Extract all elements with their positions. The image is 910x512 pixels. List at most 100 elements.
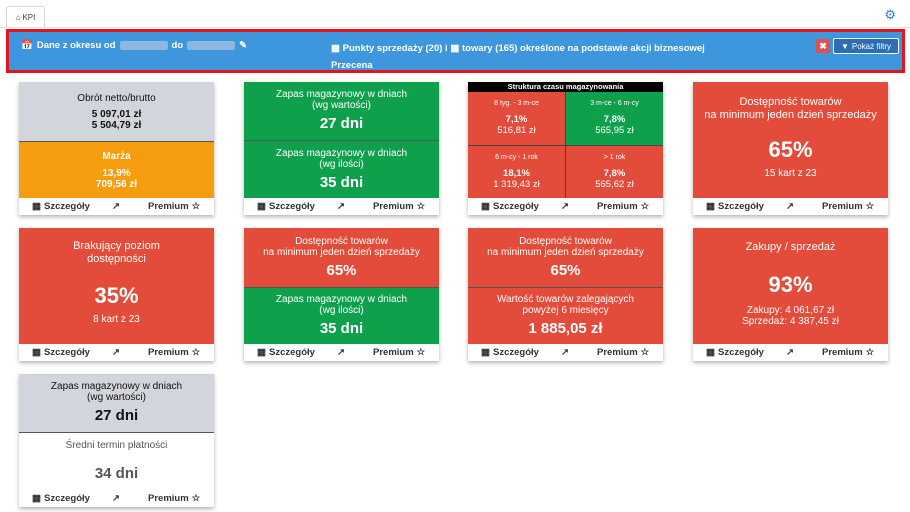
availability-value: 65% xyxy=(326,261,357,279)
stock-qty-panel: Zapas magazynowy w dniach (wg ilości) 35… xyxy=(244,141,439,198)
availability-title: Dostępność towarów xyxy=(519,235,612,247)
show-filters-button[interactable]: ▼ Pokaż filtry xyxy=(833,38,899,54)
sales-amount: Sprzedaż: 4 387,45 zł xyxy=(742,316,839,327)
availability-card: Dostępność towarów na minimum jeden dzie… xyxy=(693,82,888,215)
premium-link[interactable]: Premium ☆ xyxy=(822,347,874,358)
chart-icon[interactable]: ↗ xyxy=(561,201,569,212)
chart-icon[interactable]: ↗ xyxy=(561,347,569,358)
chart-icon[interactable]: ↗ xyxy=(786,201,794,212)
card-footer: ▦ Szczegóły ↗ Premium ☆ xyxy=(468,198,663,215)
chart-icon[interactable]: ↗ xyxy=(112,201,120,212)
old-goods-panel: Wartość towarów zalegających powyżej 6 m… xyxy=(468,288,663,344)
details-link[interactable]: ▦ Szczegóły xyxy=(481,347,539,358)
premium-link[interactable]: Premium ☆ xyxy=(148,493,200,504)
card-footer: ▦ Szczegóły ↗ Premium ☆ xyxy=(244,344,439,361)
premium-link[interactable]: Premium ☆ xyxy=(373,201,425,212)
availability-cards: 15 kart z 23 xyxy=(764,168,817,179)
details-label: Szczegóły xyxy=(492,201,539,212)
old-goods-value: 1 885,05 zł xyxy=(528,320,603,337)
stock-qty-subtitle: (wg ilości) xyxy=(319,158,364,170)
purchases-panel: Zakupy / sprzedaż 93% Zakupy: 4 061,67 z… xyxy=(693,228,888,344)
availability-value: 65% xyxy=(768,137,813,162)
turnover-panel: Obrót netto/brutto 5 097,01 zł 5 504,79 … xyxy=(19,82,214,141)
divider xyxy=(468,287,663,288)
stock-value-title: Zapas magazynowy w dniach xyxy=(275,89,408,100)
details-label: Szczegóły xyxy=(717,347,764,358)
premium-label: Premium xyxy=(597,201,638,212)
card-footer: ▦ Szczegóły ↗ Premium ☆ xyxy=(19,490,214,507)
premium-link[interactable]: Premium ☆ xyxy=(148,347,200,358)
tab-kpi[interactable]: ⌂ KPI xyxy=(6,6,45,27)
premium-link[interactable]: Premium ☆ xyxy=(597,201,649,212)
stock-qty-panel: Zapas magazynowy w dniach (wg ilości) 35… xyxy=(244,288,439,344)
availability-subtitle: na minimum jeden dzień sprzedaży xyxy=(487,246,644,258)
date-from-redacted xyxy=(119,41,168,50)
details-label: Szczegóły xyxy=(268,347,315,358)
premium-link[interactable]: Premium ☆ xyxy=(373,347,425,358)
divider xyxy=(19,432,214,433)
details-link[interactable]: ▦ Szczegóły xyxy=(32,347,90,358)
availability-title: Dostępność towarów xyxy=(295,235,388,247)
quadrant-label: > 1 rok xyxy=(603,154,626,161)
edit-period-icon[interactable]: ✎ xyxy=(239,40,248,51)
quadrant-pct: 18,1% xyxy=(503,168,530,179)
table-icon: ▦ xyxy=(257,347,266,358)
filter-icon: ▼ xyxy=(840,41,849,51)
availability-subtitle: na minimum jeden dzień sprzedaży xyxy=(704,109,877,121)
availability-stock-card: Dostępność towarów na minimum jeden dzie… xyxy=(244,228,439,361)
star-icon: ☆ xyxy=(416,201,426,212)
details-link[interactable]: ▦ Szczegóły xyxy=(257,201,315,212)
details-link[interactable]: ▦ Szczegóły xyxy=(706,347,764,358)
card-footer: ▦ Szczegóły ↗ Premium ☆ xyxy=(693,344,888,361)
stock-value-days: 27 dni xyxy=(319,115,364,132)
margin-title: Marża xyxy=(102,150,131,162)
goods-text: towary (165) określone na podstawie akcj… xyxy=(331,43,705,71)
structure-quadrant: > 1 rok 7,8% 565,62 zł xyxy=(566,146,663,199)
clear-filters-button[interactable]: ✖ xyxy=(816,39,830,53)
divider xyxy=(19,141,214,142)
premium-link[interactable]: Premium ☆ xyxy=(597,347,649,358)
premium-label: Premium xyxy=(148,347,189,358)
chart-icon[interactable]: ↗ xyxy=(337,201,345,212)
premium-link[interactable]: Premium ☆ xyxy=(148,201,200,212)
details-link[interactable]: ▦ Szczegóły xyxy=(32,493,90,504)
chart-icon[interactable]: ↗ xyxy=(786,347,794,358)
close-icon: ✖ xyxy=(819,40,827,51)
chart-icon[interactable]: ↗ xyxy=(337,347,345,358)
margin-value: 709,56 zł xyxy=(95,178,138,190)
missing-subtitle: dostępności xyxy=(87,253,146,265)
structure-title: Struktura czasu magazynowania xyxy=(468,82,663,92)
availability-value: 65% xyxy=(550,261,581,279)
premium-link[interactable]: Premium ☆ xyxy=(822,201,874,212)
payment-term-card: Zapas magazynowy w dniach (wg wartości) … xyxy=(19,374,214,507)
details-link[interactable]: ▦ Szczegóły xyxy=(257,347,315,358)
card-footer: ▦ Szczegóły ↗ Premium ☆ xyxy=(468,344,663,361)
purchases-title: Zakupy / sprzedaż xyxy=(745,241,836,253)
details-link[interactable]: ▦ Szczegóły xyxy=(481,201,539,212)
quadrant-label: 3 m-ce - 6 m-cy xyxy=(590,100,639,107)
details-link[interactable]: ▦ Szczegóły xyxy=(706,201,764,212)
old-goods-subtitle: powyżej 6 miesięcy xyxy=(522,305,609,316)
chart-icon[interactable]: ↗ xyxy=(112,493,120,504)
quadrant-pct: 7,8% xyxy=(603,168,626,179)
period-prefix: Dane z okresu od xyxy=(36,40,116,51)
purchases-value: 93% xyxy=(768,272,813,297)
settings-gear-icon[interactable]: ⚙ xyxy=(884,7,896,22)
stock-value-subtitle: (wg wartości) xyxy=(312,100,371,111)
details-link[interactable]: ▦ Szczegóły xyxy=(32,201,90,212)
stock-days-card: Zapas magazynowy w dniach (wg wartości) … xyxy=(244,82,439,215)
purchases-amount: Zakupy: 4 061,67 zł xyxy=(746,305,835,316)
details-label: Szczegóły xyxy=(492,347,539,358)
stock-qty-title: Zapas magazynowy w dniach xyxy=(275,294,408,305)
chart-icon[interactable]: ↗ xyxy=(112,347,120,358)
structure-quadrant: 6 m-cy - 1 rok 18,1% 1 319,43 zł xyxy=(468,146,565,199)
table-icon: ▦ xyxy=(481,201,490,212)
structure-quadrant: 3 m-ce - 6 m-cy 7,8% 565,95 zł xyxy=(566,92,663,145)
stock-value-days: 27 dni xyxy=(94,407,139,424)
stock-qty-title: Zapas magazynowy w dniach xyxy=(275,147,408,159)
stock-qty-subtitle: (wg ilości) xyxy=(319,305,364,316)
card-footer: ▦ Szczegóły ↗ Premium ☆ xyxy=(19,198,214,215)
missing-value: 35% xyxy=(94,283,139,308)
table-icon: ▦ xyxy=(706,201,715,212)
box-icon: ▩ xyxy=(450,43,460,54)
